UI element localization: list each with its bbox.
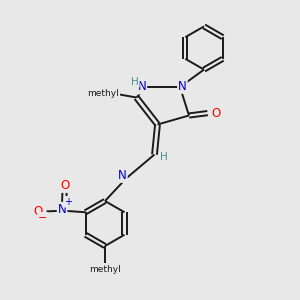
Text: O: O: [60, 179, 69, 192]
Text: N: N: [58, 203, 67, 216]
Text: H: H: [131, 76, 139, 87]
Text: −: −: [38, 213, 48, 223]
Text: methyl: methyl: [88, 89, 119, 98]
Text: H: H: [160, 152, 168, 163]
Text: N: N: [118, 169, 127, 182]
Text: N: N: [178, 80, 187, 93]
Text: N: N: [137, 80, 146, 94]
Text: methyl: methyl: [89, 266, 121, 274]
Text: O: O: [212, 106, 220, 120]
Text: +: +: [64, 197, 72, 207]
Text: O: O: [34, 205, 43, 218]
